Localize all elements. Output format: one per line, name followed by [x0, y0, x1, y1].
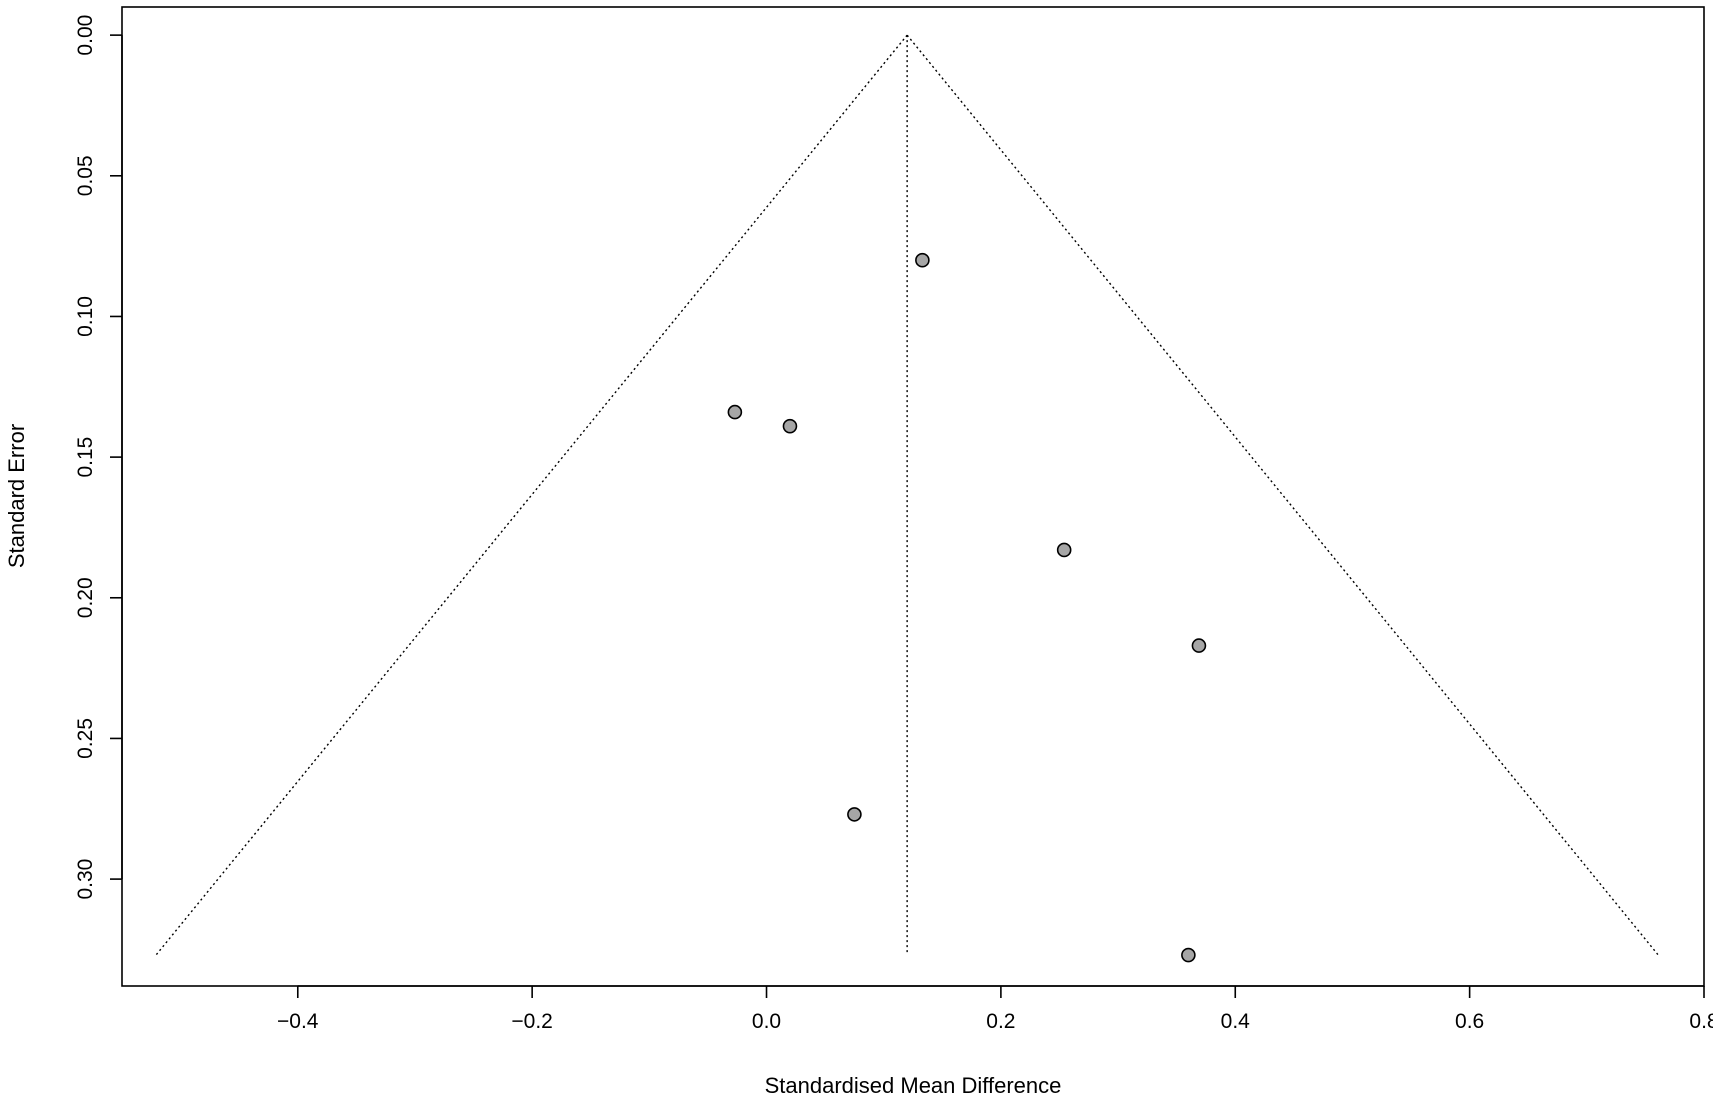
- y-tick-label: 0.10: [74, 296, 97, 337]
- funnel-lines: [155, 34, 1659, 956]
- data-point: [915, 252, 930, 268]
- data-points: [727, 252, 1207, 963]
- data-point: [847, 807, 862, 822]
- funnel-left-line: [155, 34, 908, 956]
- x-tick-label: 0.6: [1455, 1010, 1484, 1033]
- y-axis-title: Standard Error: [4, 424, 29, 568]
- data-point: [1181, 947, 1196, 963]
- x-tick-label: 0.2: [986, 1010, 1015, 1033]
- x-tick-label: 0.0: [752, 1010, 781, 1033]
- x-axis: −0.4 −0.2 0.0 0.2 0.4 0.6 0.8: [277, 985, 1713, 1033]
- data-point: [1191, 638, 1207, 653]
- y-tick-label: 0.05: [74, 155, 97, 196]
- y-axis: 0.00 0.05 0.10 0.15 0.20 0.25 0.30: [74, 15, 123, 900]
- y-tick-label: 0.00: [74, 15, 97, 56]
- x-tick-label: −0.2: [511, 1010, 552, 1033]
- x-tick-label: −0.4: [277, 1010, 319, 1033]
- y-tick-label: 0.30: [74, 859, 97, 900]
- y-tick-label: 0.20: [74, 577, 97, 618]
- funnel-right-line: [906, 34, 1659, 956]
- x-tick-label: 0.4: [1221, 1010, 1251, 1033]
- x-tick-label: 0.8: [1689, 1010, 1713, 1033]
- y-tick-label: 0.15: [74, 437, 97, 478]
- data-point: [727, 404, 743, 420]
- data-point: [782, 418, 798, 434]
- y-tick-label: 0.25: [74, 718, 97, 759]
- x-axis-title: Standardised Mean Difference: [765, 1073, 1062, 1098]
- plot-frame: [121, 6, 1705, 987]
- data-point: [1056, 542, 1072, 558]
